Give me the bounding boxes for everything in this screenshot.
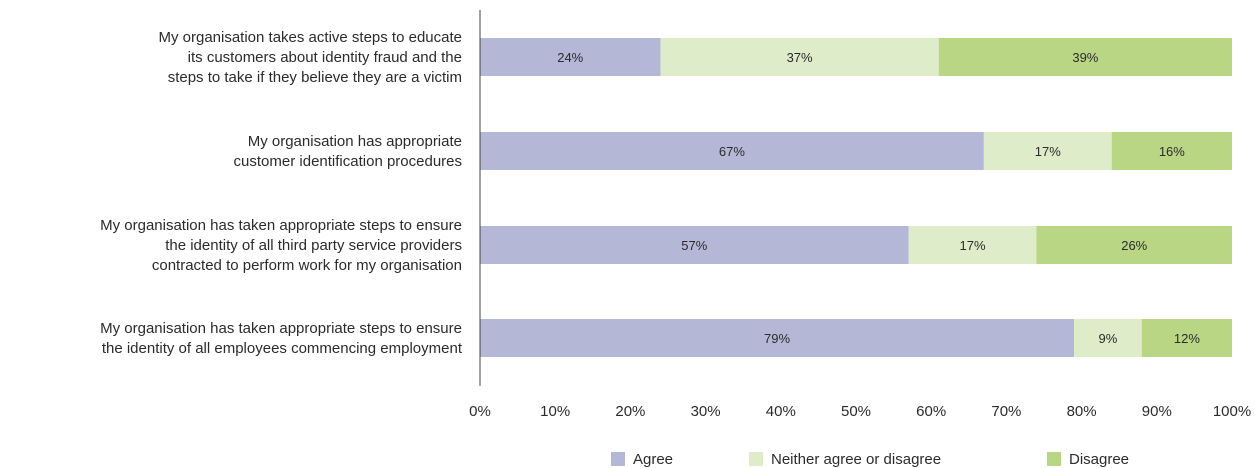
category-labels: My organisation takes active steps to ed…: [100, 29, 463, 357]
x-tick-label: 70%: [991, 403, 1021, 420]
legend-swatch: [611, 452, 625, 466]
bar-segment: [983, 132, 1112, 170]
category-label-line: its customers about identity fraud and t…: [188, 49, 462, 66]
bar-area: 24% 37% 39% 67% 17% 16% 57% 17% 26% 79% 9% 12%: [480, 38, 1232, 357]
category-label: My organisation takes active steps to ed…: [158, 29, 462, 86]
x-tick-label: 50%: [841, 403, 871, 420]
category-label: My organisation has taken appropriate st…: [100, 217, 462, 274]
category-label-line: steps to take if they believe they are a…: [168, 69, 462, 86]
x-tick-label: 90%: [1142, 403, 1172, 420]
x-tick-label: 100%: [1213, 403, 1251, 420]
x-axis-ticks: 0% 10% 20% 30% 40% 50% 60% 70% 80% 90% 100%: [469, 403, 1251, 420]
legend: Agree Neither agree or disagree Disagree: [611, 451, 1129, 468]
x-tick-label: 30%: [691, 403, 721, 420]
data-label: 24%: [557, 50, 583, 65]
x-tick-label: 80%: [1067, 403, 1097, 420]
category-label: My organisation has appropriate customer …: [234, 133, 462, 170]
data-label: 39%: [1072, 50, 1098, 65]
data-label: 16%: [1159, 144, 1185, 159]
data-label: 57%: [681, 238, 707, 253]
bar-segment: [1141, 319, 1232, 357]
legend-swatch: [749, 452, 763, 466]
bar-segment: [908, 226, 1037, 264]
category-label: My organisation has taken appropriate st…: [100, 320, 463, 357]
bar-segment: [480, 38, 661, 76]
legend-swatch: [1047, 452, 1061, 466]
data-label: 17%: [1035, 144, 1061, 159]
bar-segment: [480, 319, 1075, 357]
category-label-line: My organisation takes active steps to ed…: [158, 29, 462, 46]
x-tick-label: 60%: [916, 403, 946, 420]
category-label-line: contracted to perform work for my organi…: [152, 257, 462, 274]
category-label-line: customer identification procedures: [234, 153, 462, 170]
data-label: 37%: [787, 50, 813, 65]
category-label-line: My organisation has taken appropriate st…: [100, 320, 462, 337]
x-tick-label: 40%: [766, 403, 796, 420]
category-label-line: My organisation has appropriate: [248, 133, 462, 150]
bar-segment: [1111, 132, 1232, 170]
bar-segment: [480, 226, 909, 264]
data-label: 9%: [1099, 331, 1118, 346]
x-tick-label: 10%: [540, 403, 570, 420]
legend-label: Disagree: [1069, 451, 1129, 468]
bar-segment: [660, 38, 939, 76]
bar-segment: [938, 38, 1232, 76]
category-label-line: My organisation has taken appropriate st…: [100, 217, 462, 234]
legend-label: Neither agree or disagree: [771, 451, 941, 468]
x-tick-label: 20%: [615, 403, 645, 420]
bar-segment: [1074, 319, 1142, 357]
data-label: 26%: [1121, 238, 1147, 253]
bar-segment: [480, 132, 984, 170]
data-label: 12%: [1174, 331, 1200, 346]
x-tick-label: 0%: [469, 403, 491, 420]
category-label-line: the identity of all employees commencing…: [102, 340, 463, 357]
data-label: 79%: [764, 331, 790, 346]
data-label: 67%: [719, 144, 745, 159]
bar-segment: [1036, 226, 1232, 264]
category-label-line: the identity of all third party service …: [165, 237, 462, 254]
data-label: 17%: [960, 238, 986, 253]
legend-label: Agree: [633, 451, 673, 468]
